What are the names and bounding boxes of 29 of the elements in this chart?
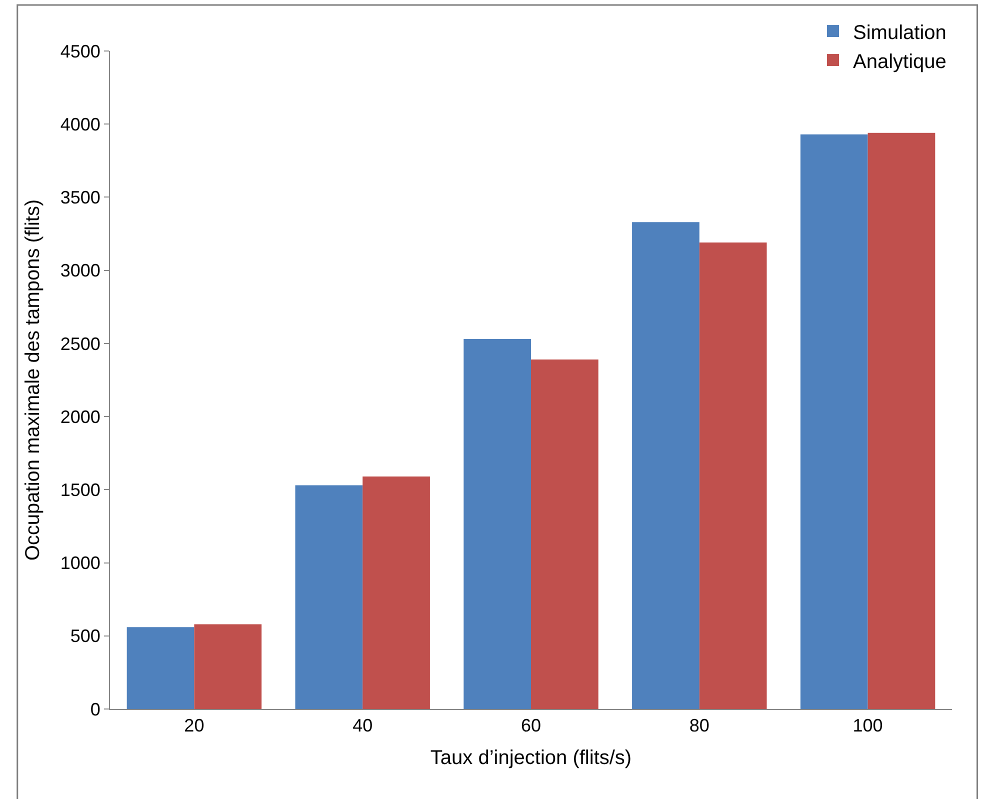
y-tick-label: 1000	[60, 553, 100, 574]
legend-label: Analytique	[853, 50, 946, 73]
bar	[126, 627, 194, 709]
bar	[699, 242, 767, 709]
y-tick-label: 3500	[60, 188, 100, 208]
y-tick-label: 4000	[60, 114, 100, 134]
y-tick-label: 500	[70, 626, 100, 646]
bar	[295, 485, 363, 709]
y-tick-label: 2500	[60, 334, 100, 354]
bar	[464, 339, 531, 709]
bar	[632, 222, 700, 709]
bar	[531, 360, 598, 709]
y-tick-label: 2000	[60, 406, 100, 427]
bar	[800, 134, 868, 709]
y-tick-label: 0	[90, 699, 100, 720]
x-tick-label: 40	[352, 716, 373, 736]
x-tick-label: 20	[184, 716, 204, 736]
legend-label: Simulation	[853, 22, 946, 44]
bar	[362, 476, 430, 709]
y-axis-title: Occupation maximale des tampons (flits)	[22, 199, 44, 561]
y-tick-label: 4500	[60, 41, 100, 62]
x-axis-title: Taux d’injection (flits/s)	[430, 747, 632, 770]
bar	[194, 624, 262, 709]
y-tick-label: 3000	[60, 260, 100, 281]
y-tick-label: 1500	[60, 480, 100, 500]
bar	[868, 132, 936, 709]
x-tick-label: 60	[520, 716, 542, 736]
x-tick-label: 80	[689, 716, 710, 736]
x-tick-label: 100	[852, 716, 883, 736]
